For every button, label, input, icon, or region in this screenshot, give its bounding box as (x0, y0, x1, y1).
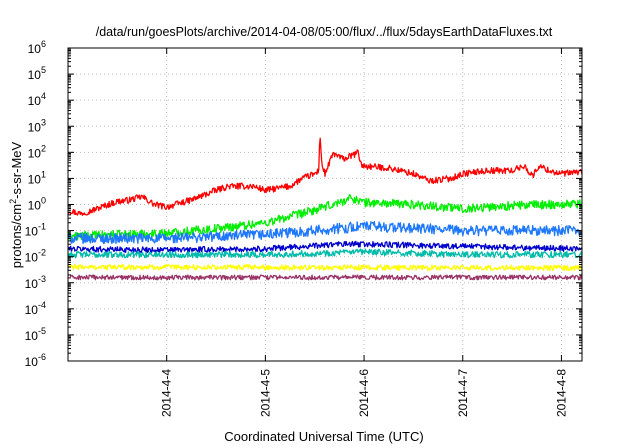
series-line-3 (67, 221, 583, 245)
x-tick-label: 2014-4-5 (258, 369, 272, 417)
series-line-1 (67, 137, 583, 216)
chart-title: /data/run/goesPlots/archive/2014-04-08/0… (96, 25, 553, 39)
y-tick-label: 10-5 (25, 326, 46, 343)
y-axis-ticks: 10-6 10-5 10-4 10-3 10-2 10-1 100 101 102 103 104 1… (25, 39, 582, 369)
y-tick-label: 10-6 (25, 352, 46, 369)
series-line-7 (67, 274, 583, 281)
x-axis-ticks: 2014-4-4 2014-4-5 2014-4-6 2014-4-7 2014-4-8 (160, 48, 568, 417)
grid-lines (68, 48, 582, 361)
x-axis-label: Coordinated Universal Time (UTC) (224, 429, 423, 444)
y-tick-label: 106 (28, 39, 46, 56)
y-tick-label: 105 (28, 65, 46, 82)
series-line-6 (67, 263, 583, 272)
x-tick-label: 2014-4-6 (357, 369, 371, 417)
y-tick-label: 101 (28, 169, 46, 186)
x-tick-label: 2014-4-8 (554, 369, 568, 417)
series-line-5 (67, 248, 583, 259)
y-tick-label: 103 (28, 117, 46, 134)
y-tick-label: 10-1 (25, 222, 46, 239)
series-line-4 (67, 240, 583, 254)
y-tick-label: 10-2 (25, 248, 46, 265)
y-tick-label: 10-3 (25, 274, 46, 291)
y-tick-label: 10-4 (25, 300, 46, 317)
series-line-2 (67, 194, 583, 241)
y-axis-label: protons/cm2-s-sr-MeV (8, 141, 24, 268)
x-tick-label: 2014-4-4 (160, 369, 174, 417)
y-tick-label: 102 (28, 143, 46, 160)
x-tick-label: 2014-4-7 (456, 369, 470, 417)
y-axis-label-pre: protons/cm (9, 204, 24, 268)
y-axis-label-post: -s-sr-MeV (9, 141, 24, 198)
y-tick-label: 104 (28, 91, 46, 108)
series-group (67, 137, 583, 281)
y-tick-label: 100 (28, 196, 46, 213)
y-axis-label-sup: 2 (8, 199, 18, 204)
